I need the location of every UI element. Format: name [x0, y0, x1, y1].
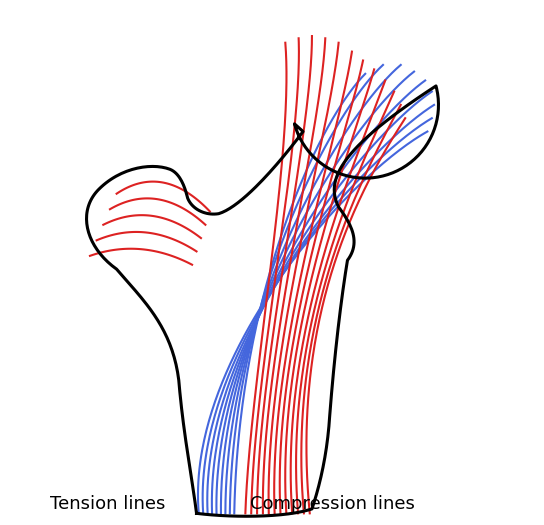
Text: Tension lines: Tension lines	[50, 496, 165, 513]
Text: Compression lines: Compression lines	[250, 496, 415, 513]
